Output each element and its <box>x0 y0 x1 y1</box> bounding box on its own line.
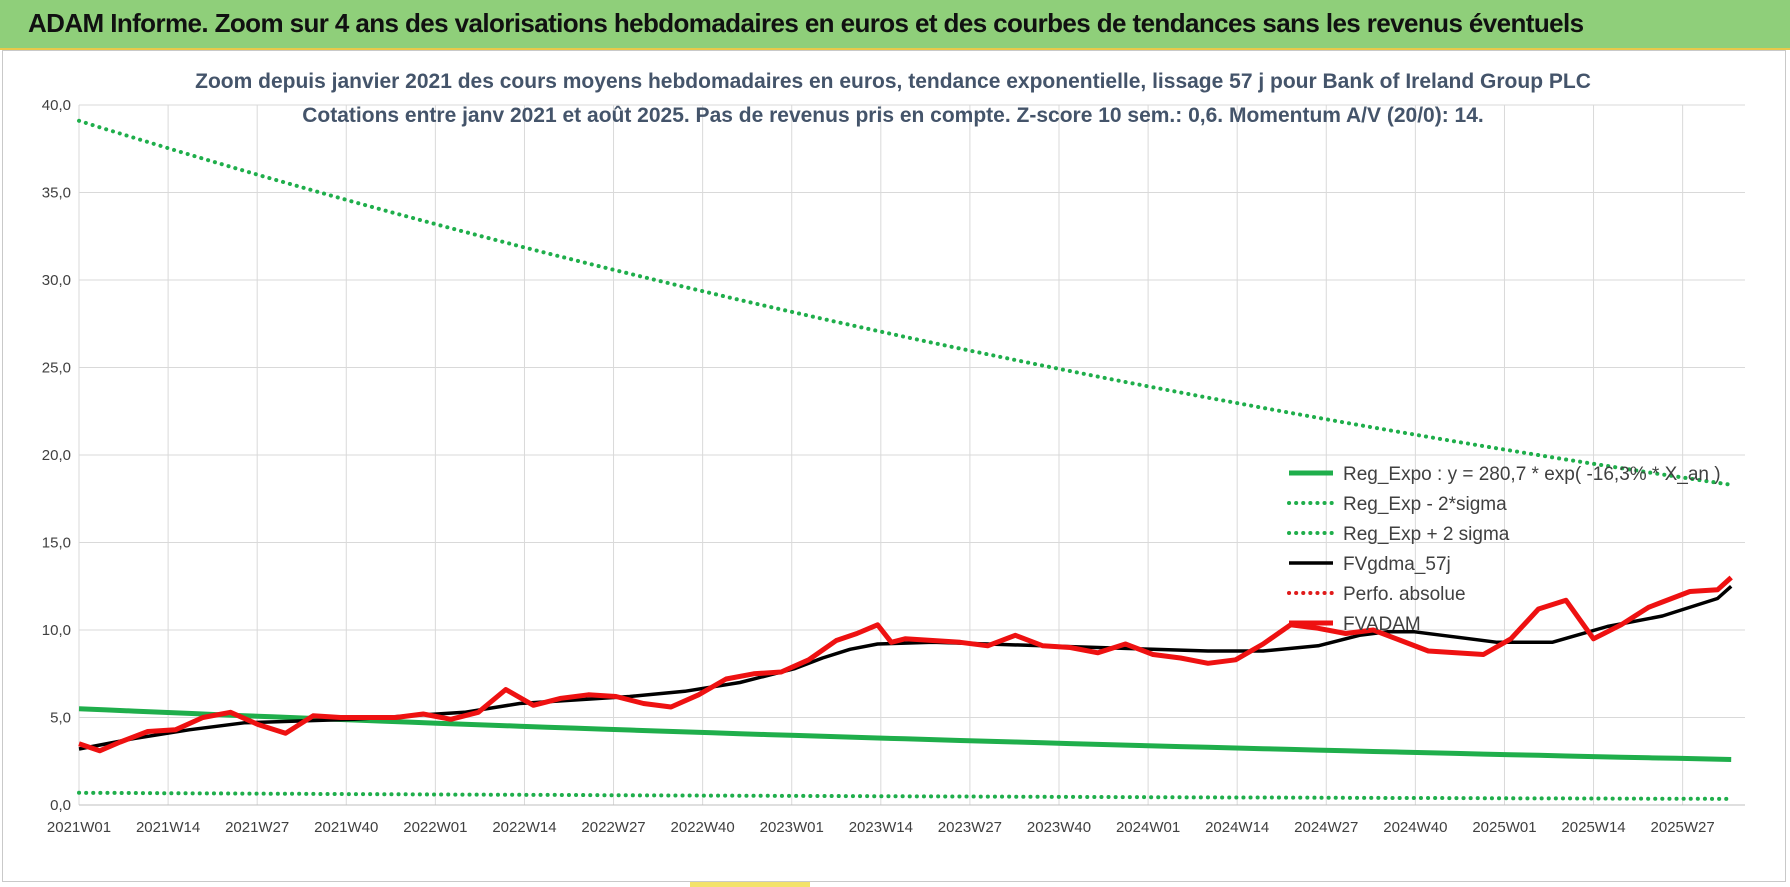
x-tick-label: 2021W01 <box>47 819 111 836</box>
decorative-mark <box>690 882 810 887</box>
x-tick-label: 2023W27 <box>938 819 1002 836</box>
x-tick-label: 2022W01 <box>403 819 467 836</box>
header-banner: ADAM Informe. Zoom sur 4 ans des valoris… <box>0 0 1790 50</box>
y-tick-label: 5,0 <box>50 710 71 727</box>
y-tick-label: 25,0 <box>42 360 71 377</box>
x-tick-label: 2022W27 <box>581 819 645 836</box>
x-tick-label: 2025W14 <box>1561 819 1625 836</box>
gridlines <box>78 104 1745 806</box>
series-lines <box>77 118 1734 801</box>
x-tick-label: 2024W01 <box>1116 819 1180 836</box>
x-tick-label: 2022W14 <box>492 819 556 836</box>
legend-item-label: FVADAM <box>1343 614 1421 635</box>
y-tick-label: 15,0 <box>42 535 71 552</box>
legend-item-label: Reg_Exp + 2 sigma <box>1343 524 1510 545</box>
y-tick-label: 35,0 <box>42 185 71 202</box>
series-line-1 <box>77 790 1734 801</box>
chart-subtitle: Cotations entre janv 2021 et août 2025. … <box>302 104 1483 127</box>
x-tick-label: 2024W14 <box>1205 819 1269 836</box>
series-line-3 <box>78 584 1733 751</box>
x-tick-label: 2023W14 <box>849 819 913 836</box>
legend-item-label: Reg_Exp - 2*sigma <box>1343 494 1507 515</box>
y-tick-label: 10,0 <box>42 622 71 639</box>
x-tick-label: 2021W14 <box>136 819 200 836</box>
chart-title: Zoom depuis janvier 2021 des cours moyen… <box>195 70 1591 93</box>
legend-item-label: Perfo. absolue <box>1343 584 1466 605</box>
y-axis-ticks: 0,0 5,0 10,0 15,0 20,0 25,0 30,0 35,0 40,0 <box>42 97 71 814</box>
x-tick-label: 2021W27 <box>225 819 289 836</box>
y-tick-label: 20,0 <box>42 447 71 464</box>
x-tick-label: 2025W01 <box>1472 819 1536 836</box>
y-tick-label: 0,0 <box>50 797 71 814</box>
x-tick-label: 2025W27 <box>1651 819 1715 836</box>
legend-item-label: Reg_Expo : y = 280,7 * exp( -16,3% * X_a… <box>1343 464 1721 485</box>
x-axis-ticks: 2021W01 2021W14 2021W27 2021W40 2022W01 2022W… <box>47 819 1715 836</box>
x-tick-label: 2021W40 <box>314 819 378 836</box>
x-tick-label: 2023W01 <box>760 819 824 836</box>
banner-title: ADAM Informe. Zoom sur 4 ans des valoris… <box>28 8 1584 38</box>
x-tick-label: 2023W40 <box>1027 819 1091 836</box>
y-tick-label: 40,0 <box>42 97 71 114</box>
x-tick-label: 2024W27 <box>1294 819 1358 836</box>
line-chart: Zoom depuis janvier 2021 des cours moyen… <box>42 70 1745 836</box>
legend-item-label: FVgdma_57j <box>1343 554 1451 575</box>
y-tick-label: 30,0 <box>42 272 71 289</box>
legend: Reg_Expo : y = 280,7 * exp( -16,3% * X_a… <box>1287 464 1721 635</box>
chart-frame: Zoom depuis janvier 2021 des cours moyen… <box>2 50 1786 882</box>
series-line-2 <box>77 118 1734 487</box>
x-tick-label: 2022W40 <box>671 819 735 836</box>
series-line-5 <box>78 575 1733 754</box>
x-tick-label: 2024W40 <box>1383 819 1447 836</box>
